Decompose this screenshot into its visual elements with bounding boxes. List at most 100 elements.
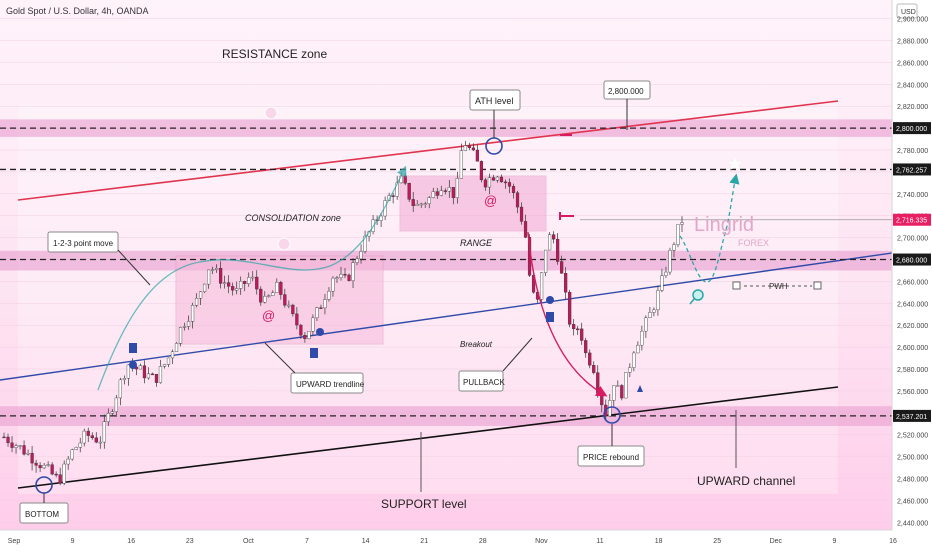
svg-text:2,800.000: 2,800.000 [608, 87, 644, 96]
trend-touch-dot-1 [129, 361, 137, 369]
candle-body [391, 195, 395, 197]
candle-body [30, 452, 34, 464]
candle-body [672, 244, 676, 251]
candle-body [660, 275, 664, 291]
currency-button[interactable] [896, 3, 918, 19]
candle-body [564, 273, 568, 293]
candle-body [331, 277, 335, 292]
candle-body [243, 281, 247, 284]
y-tick-label: 2,440.000 [897, 520, 928, 527]
x-tick-label: 11 [596, 538, 603, 545]
candle-body [227, 282, 231, 287]
level-tag [893, 213, 931, 226]
candle-body [447, 187, 451, 192]
upward-channel-label: UPWARD channel [697, 474, 795, 488]
snail-icon-2: @ [262, 308, 275, 323]
x-tick-label: 28 [479, 538, 487, 545]
candle-body [287, 304, 291, 307]
magnifier-icon[interactable] [692, 289, 704, 301]
candle-body [339, 273, 343, 278]
support-channel-line[interactable] [17, 386, 839, 489]
candle-body [347, 274, 351, 281]
candle-body [122, 377, 126, 381]
candle-body [355, 258, 359, 263]
resistance-channel-line[interactable] [17, 100, 839, 201]
candle-body [584, 340, 588, 354]
ath-level-callout: ATH level [469, 89, 521, 138]
candle-body [18, 445, 22, 447]
candle-body [158, 366, 163, 383]
candle-body [162, 364, 167, 367]
trend-touch-dot-2 [316, 328, 324, 336]
candle-body [66, 458, 70, 465]
trend-touch-dot-3 [546, 296, 554, 304]
candle-body [403, 175, 407, 184]
candle-body [588, 352, 592, 366]
flag-marker-icon [559, 212, 574, 220]
candle-body [443, 190, 447, 192]
upward-trendline[interactable] [0, 252, 893, 381]
candle-body [600, 392, 604, 406]
candle-body [178, 327, 183, 344]
y-tick-label: 2,700.000 [897, 236, 928, 243]
candle-body [231, 286, 235, 291]
candle-body [343, 273, 347, 276]
candle-body [592, 365, 596, 373]
level-tag-label: 2,537.201 [896, 414, 927, 421]
x-tick-label: 18 [655, 538, 663, 545]
candle-body [636, 344, 640, 354]
candle-body [572, 324, 576, 330]
candle-body [186, 321, 191, 327]
candle-body [70, 449, 74, 460]
svg-text:ATH level: ATH level [475, 96, 513, 106]
candle-body [487, 177, 492, 188]
y-tick-label: 2,660.000 [897, 279, 928, 286]
y-tick-label: 2,860.000 [897, 60, 928, 67]
candle-body [283, 294, 287, 306]
candle-body [435, 191, 439, 196]
y-tick-label: 2,840.000 [897, 82, 928, 89]
candle-body [483, 179, 488, 188]
range-label: RANGE [460, 238, 493, 248]
candle-body [78, 442, 82, 448]
candle-body [319, 307, 323, 309]
candle-body [495, 176, 500, 181]
candle-body [126, 364, 130, 379]
point-move-callout: 1-2-3 point move [47, 231, 151, 286]
candle-body [311, 317, 315, 332]
rocket-icon [637, 385, 643, 392]
candle-body [138, 365, 143, 370]
candle-body [166, 357, 171, 365]
candle-body [190, 305, 195, 322]
y-tick-label: 2,780.000 [897, 148, 928, 155]
candle-body [407, 182, 411, 200]
candle-body [439, 190, 443, 196]
candle-body [628, 367, 632, 373]
candle-body [548, 234, 552, 251]
time-axis-panel[interactable] [0, 530, 932, 550]
candle-body [363, 235, 367, 252]
resistance-zone-label: RESISTANCE zone [222, 47, 327, 61]
svg-text:UPWARD trendline: UPWARD trendline [296, 380, 365, 389]
candle-body [411, 199, 415, 206]
candle-body [307, 331, 311, 340]
arrow-down-marker-icon [129, 343, 137, 353]
candle-body [624, 372, 628, 399]
candle-body [194, 298, 199, 306]
candle-body [632, 352, 636, 368]
candle-body [86, 430, 90, 436]
candle-body [327, 290, 331, 300]
price-level-tags: 2,800.000 2,762.257 2,716.335 2,680.000 2,53… [893, 122, 931, 422]
candle-body [543, 249, 548, 273]
candle-body [94, 437, 98, 443]
candle-body [22, 445, 26, 455]
candle-body [539, 272, 544, 300]
candle-body [255, 276, 259, 290]
price-axis-panel[interactable] [892, 0, 932, 550]
level-tag [893, 163, 931, 176]
support-level-label: SUPPORT level [381, 497, 467, 511]
candle-body [379, 215, 383, 221]
y-tick-label: 2,880.000 [897, 39, 928, 46]
candle-body [475, 149, 479, 162]
